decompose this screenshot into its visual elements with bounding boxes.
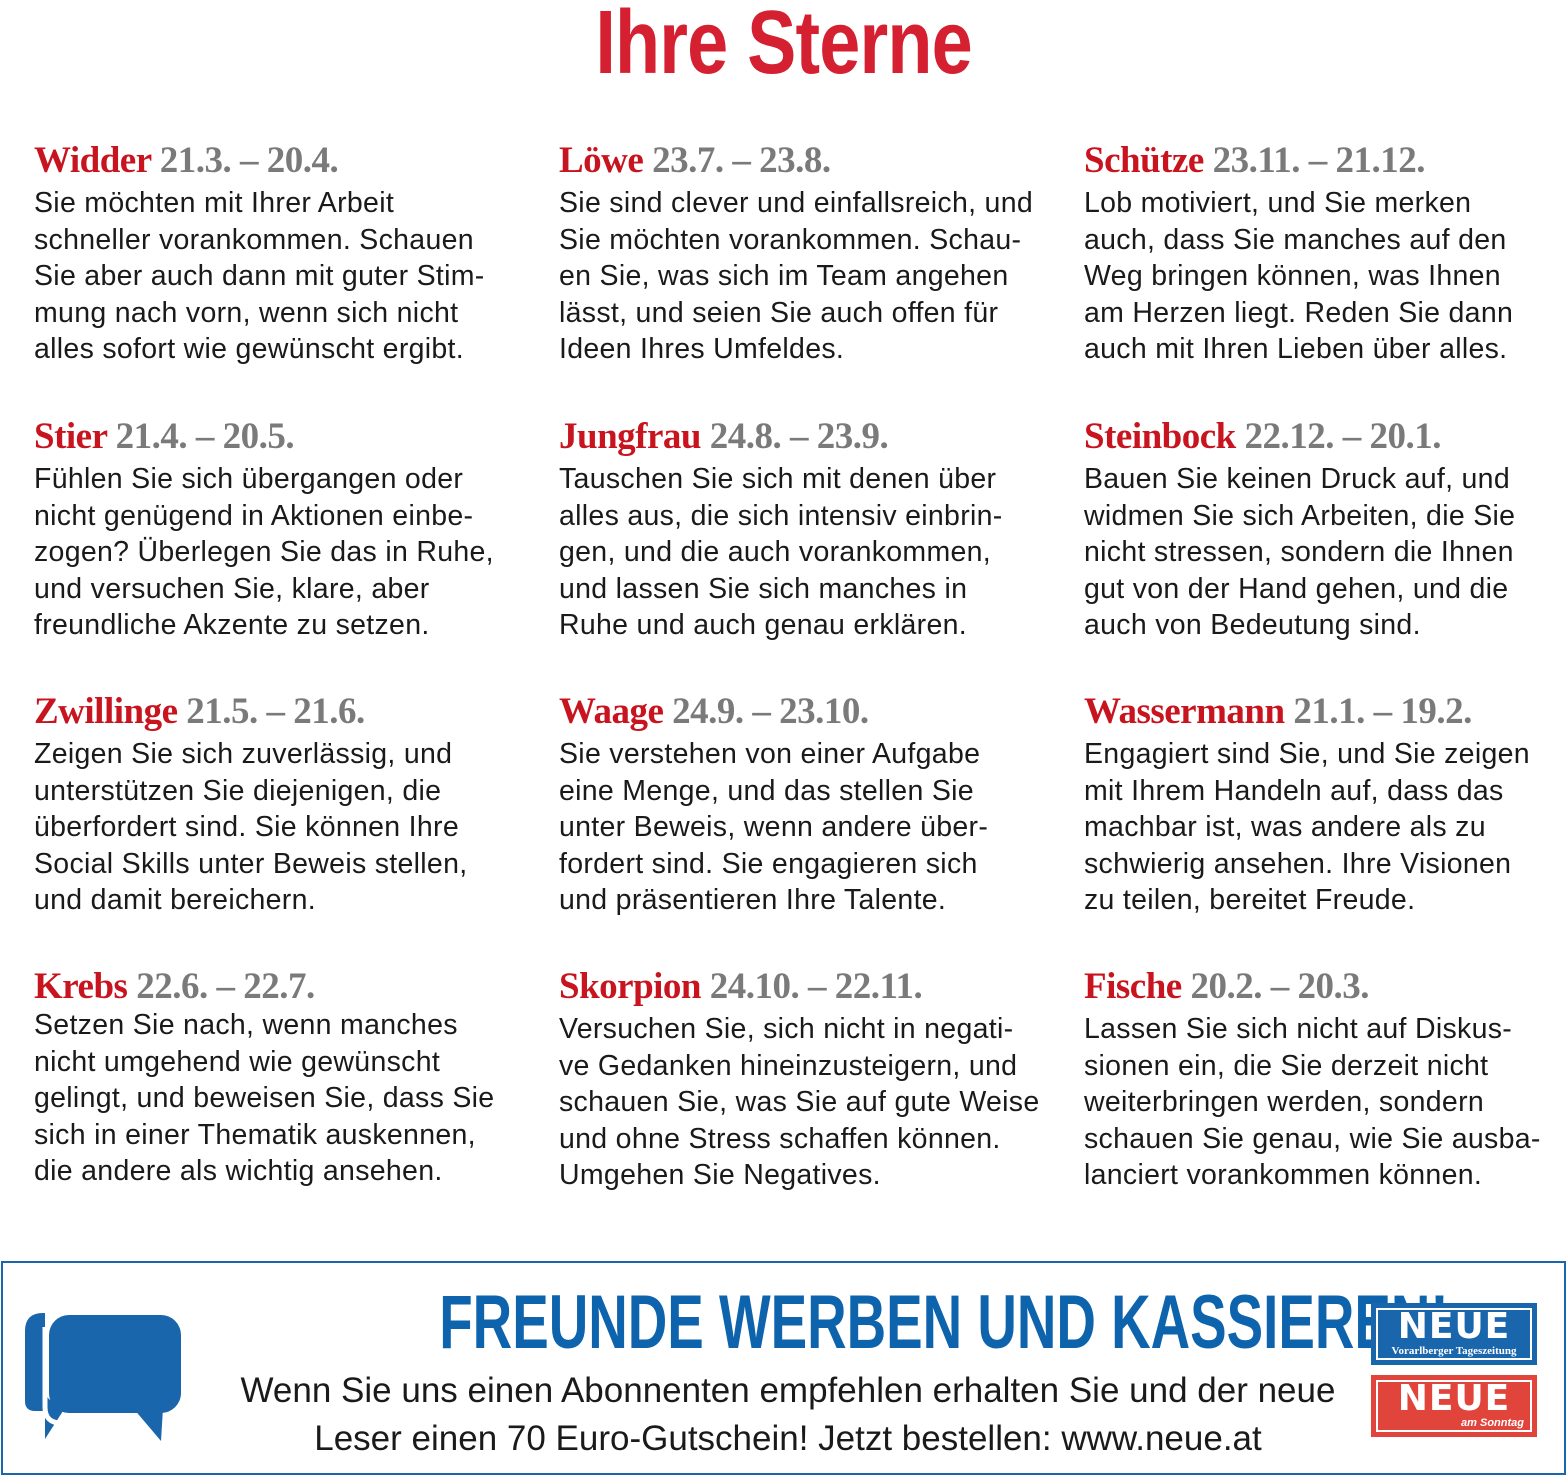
sign-heading: Widder 21.3. – 20.4. [34,141,549,181]
sign-text: Lassen Sie sich nicht auf Diskus- sionen… [1084,1013,1541,1191]
horoscope-steinbock: Steinbock 22.12. – 20.1. Bauen Sie keinen… [1084,417,1567,644]
page-title: Ihre Sterne [0,0,1567,95]
sign-heading: Jungfrau 24.8. – 23.9. [559,417,1074,457]
sign-date: 24.9. – 23.10. [672,691,869,732]
sign-heading: Löwe 23.7. – 23.8. [559,141,1074,181]
sign-heading: Fische 20.2. – 20.3. [1084,967,1567,1007]
sign-text: Sie möchten mit Ihrer Arbeit schneller v… [34,187,485,365]
sign-text: Setzen Sie nach, wenn manches nicht umge… [34,1009,495,1187]
horoscope-widder: Widder 21.3. – 20.4. Sie möchten mit Ihre… [34,141,549,368]
sign-date: 24.10. – 22.11. [709,966,923,1007]
referral-banner[interactable]: FREUNDE WERBEN UND KASSIEREN! Wenn Sie u… [1,1261,1566,1475]
sign-text: Tauschen Sie sich mit denen über alles a… [559,463,1003,641]
sign-name: Widder [34,140,151,181]
sign-date: 21.3. – 20.4. [159,140,339,181]
horoscope-stier: Stier 21.4. – 20.5. Fühlen Sie sich überg… [34,417,549,644]
sign-text: Lob motiviert, und Sie merken auch, dass… [1084,187,1514,365]
sign-heading: Schütze 23.11. – 21.12. [1084,141,1567,181]
sign-date: 20.2. – 20.3. [1190,966,1369,1007]
horoscope-jungfrau: Jungfrau 24.8. – 23.9. Tauschen Sie sich … [559,417,1074,644]
sign-heading: Steinbock 22.12. – 20.1. [1084,417,1567,457]
sign-heading: Krebs 22.6. – 22.7. [34,967,549,1007]
sign-name: Schütze [1084,140,1204,181]
horoscope-waage: Waage 24.9. – 23.10. Sie verstehen von ei… [559,692,1074,919]
page-title-text: Ihre Sterne [595,0,972,93]
sign-date: 23.7. – 23.8. [652,140,831,181]
logo-main-text: NEUE [1397,1378,1511,1419]
sign-name: Zwillinge [34,691,178,732]
sign-text: Versuchen Sie, sich nicht in negati- ve … [559,1013,1040,1191]
sign-text: Zeigen Sie sich zuverlässig, und unterst… [34,738,468,916]
sign-name: Steinbock [1084,416,1236,457]
sign-name: Skorpion [559,966,702,1007]
sign-text: Bauen Sie keinen Druck auf, und widmen S… [1084,463,1516,641]
horoscope-loewe: Löwe 23.7. – 23.8. Sie sind clever und ei… [559,141,1074,368]
logo-sub-text: am Sonntag [1461,1417,1524,1429]
sign-text: Engagiert sind Sie, und Sie zeigen mit I… [1084,738,1530,916]
sign-heading: Stier 21.4. – 20.5. [34,417,549,457]
logo-main-text: NEUE [1397,1306,1511,1347]
neue-logo: NEUE Vorarlberger Tageszeitung [1371,1303,1537,1365]
sign-name: Fische [1084,966,1182,1007]
sign-heading: Waage 24.9. – 23.10. [559,692,1074,732]
horoscope-fische: Fische 20.2. – 20.3. Lassen Sie sich nich… [1084,967,1567,1194]
sign-name: Waage [559,691,664,732]
sign-date: 22.12. – 20.1. [1244,416,1442,457]
sign-name: Wassermann [1084,691,1285,732]
horoscope-krebs: Krebs 22.6. – 22.7. Setzen Sie nach, wenn… [34,967,549,1190]
logo-sub-text: Vorarlberger Tageszeitung [1391,1345,1517,1357]
horoscope-zwillinge: Zwillinge 21.5. – 21.6. Zeigen Sie sich z… [34,692,549,919]
sign-text: Fühlen Sie sich übergangen oder nicht ge… [34,463,494,641]
horoscope-wassermann: Wassermann 21.1. – 19.2. Engagiert sind S… [1084,692,1567,919]
banner-line-2[interactable]: Leser einen 70 Euro-Gutschein! Jetzt bes… [314,1419,1262,1458]
sign-date: 22.6. – 22.7. [136,966,315,1007]
banner-headline: FREUNDE WERBEN UND KASSIEREN! [243,1283,1448,1363]
sign-text: Sie verstehen von einer Aufgabe eine Men… [559,738,989,916]
banner-headline-text: FREUNDE WERBEN UND KASSIEREN! [439,1280,1449,1365]
sign-name: Stier [34,416,107,457]
sign-date: 21.4. – 20.5. [115,416,295,457]
sign-text: Sie sind clever und einfallsreich, und S… [559,187,1033,365]
horoscope-skorpion: Skorpion 24.10. – 22.11. Versuchen Sie, s… [559,967,1074,1194]
sign-name: Löwe [559,140,644,181]
horoscope-schuetze: Schütze 23.11. – 21.12. Lob motiviert, un… [1084,141,1567,368]
sign-date: 24.8. – 23.9. [709,416,889,457]
chat-bubbles-icon [25,1313,181,1441]
banner-line-1: Wenn Sie uns einen Abonnenten empfehlen … [240,1371,1336,1410]
banner-text: Wenn Sie uns einen Abonnenten empfehlen … [203,1367,1373,1463]
sign-heading: Zwillinge 21.5. – 21.6. [34,692,549,732]
sign-name: Jungfrau [559,416,701,457]
sign-date: 21.1. – 19.2. [1293,691,1472,732]
sign-date: 23.11. – 21.12. [1212,140,1426,181]
sign-date: 21.5. – 21.6. [186,691,365,732]
sign-heading: Skorpion 24.10. – 22.11. [559,967,1074,1007]
sign-heading: Wassermann 21.1. – 19.2. [1084,692,1567,732]
sign-name: Krebs [34,966,128,1007]
neue-am-sonntag-logo: NEUE am Sonntag [1371,1375,1537,1437]
